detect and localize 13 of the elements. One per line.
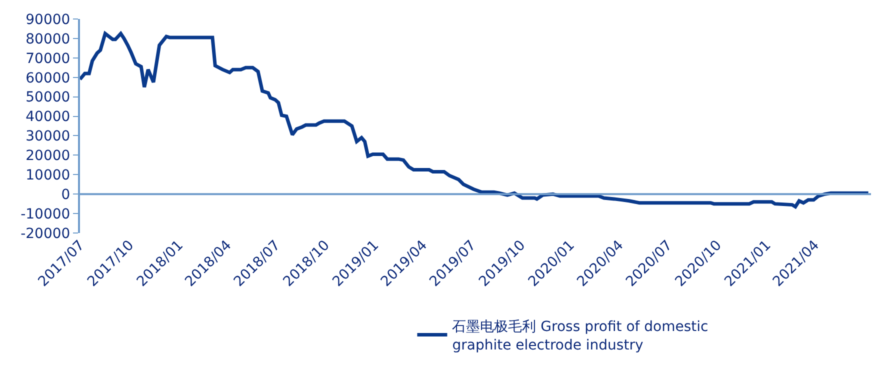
legend-label: 石墨电极毛利 Gross profit of domestic graphite electrode industry — [452, 319, 708, 354]
y-tick-label: 0 — [61, 186, 70, 203]
y-tick-label: 20000 — [26, 148, 70, 164]
y-tick-label: 90000 — [26, 12, 70, 28]
y-tick-label: -10000 — [20, 206, 70, 222]
y-tick-label: 70000 — [26, 50, 70, 67]
y-tick-label: 40000 — [26, 109, 70, 126]
y-tick-label: 60000 — [26, 70, 70, 86]
y-tick-label: 10000 — [26, 168, 70, 184]
y-tick-label: 30000 — [26, 128, 70, 145]
y-tick-label: 80000 — [26, 31, 70, 48]
y-tick-label: -20000 — [20, 226, 70, 242]
y-tick-label: 50000 — [26, 90, 70, 106]
